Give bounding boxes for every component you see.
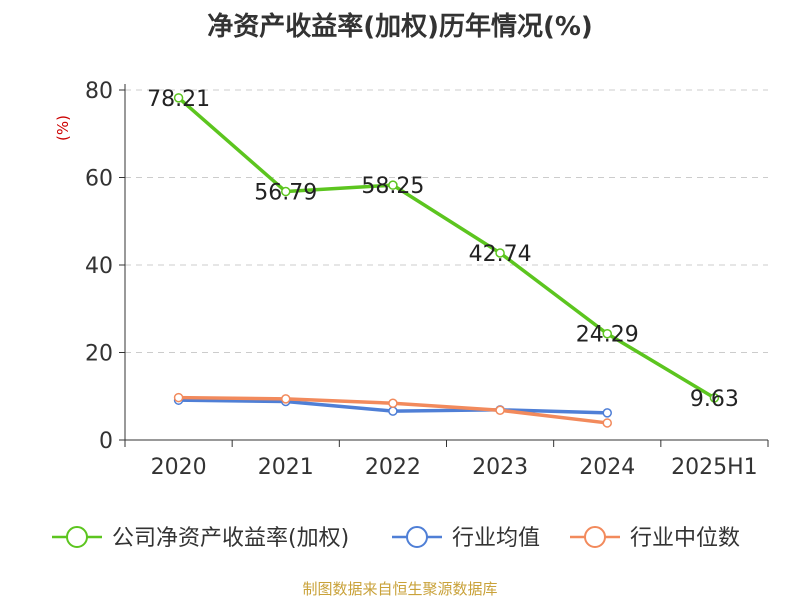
data-point bbox=[602, 328, 612, 339]
y-tick-label: 40 bbox=[85, 254, 113, 279]
data-point bbox=[602, 418, 612, 428]
x-tick-label: 2021 bbox=[258, 455, 314, 480]
chart-title: 净资产收益率(加权)历年情况(%) bbox=[207, 12, 593, 42]
data-label: 78.21 bbox=[147, 87, 210, 112]
data-label: 58.25 bbox=[361, 174, 424, 199]
data-point bbox=[495, 405, 505, 415]
x-tick-label: 2020 bbox=[151, 455, 207, 480]
legend-marker bbox=[66, 526, 88, 548]
series-line bbox=[176, 96, 717, 400]
data-label: 9.63 bbox=[690, 387, 739, 412]
legend-label: 公司净资产收益率(加权) bbox=[112, 526, 349, 551]
data-point bbox=[602, 408, 612, 418]
y-axis-label: (%) bbox=[54, 115, 72, 141]
legend-label: 行业中位数 bbox=[630, 526, 740, 551]
data-label: 24.29 bbox=[576, 323, 639, 348]
data-point bbox=[709, 393, 720, 403]
data-point bbox=[388, 398, 398, 408]
x-tick-label: 2023 bbox=[472, 455, 528, 480]
data-label: 56.79 bbox=[254, 181, 317, 206]
x-tick-label: 2025H1 bbox=[671, 455, 758, 480]
data-point bbox=[495, 248, 505, 258]
legend-marker bbox=[406, 526, 428, 548]
y-tick-label: 60 bbox=[85, 167, 113, 192]
x-tick-label: 2024 bbox=[579, 455, 635, 480]
data-point bbox=[388, 180, 398, 190]
x-tick-label: 2022 bbox=[365, 455, 421, 480]
data-label: 42.74 bbox=[469, 242, 532, 267]
legend-label: 行业均值 bbox=[452, 526, 540, 551]
data-point bbox=[173, 392, 184, 403]
y-tick-label: 80 bbox=[85, 79, 113, 104]
y-tick-label: 0 bbox=[99, 429, 113, 454]
data-point bbox=[281, 186, 291, 197]
data-point bbox=[388, 406, 398, 416]
legend-marker bbox=[584, 526, 606, 548]
source-note: 制图数据来自恒生聚源数据库 bbox=[302, 580, 498, 598]
data-point bbox=[173, 93, 184, 103]
data-point bbox=[281, 394, 291, 404]
y-tick-label: 20 bbox=[85, 342, 113, 367]
